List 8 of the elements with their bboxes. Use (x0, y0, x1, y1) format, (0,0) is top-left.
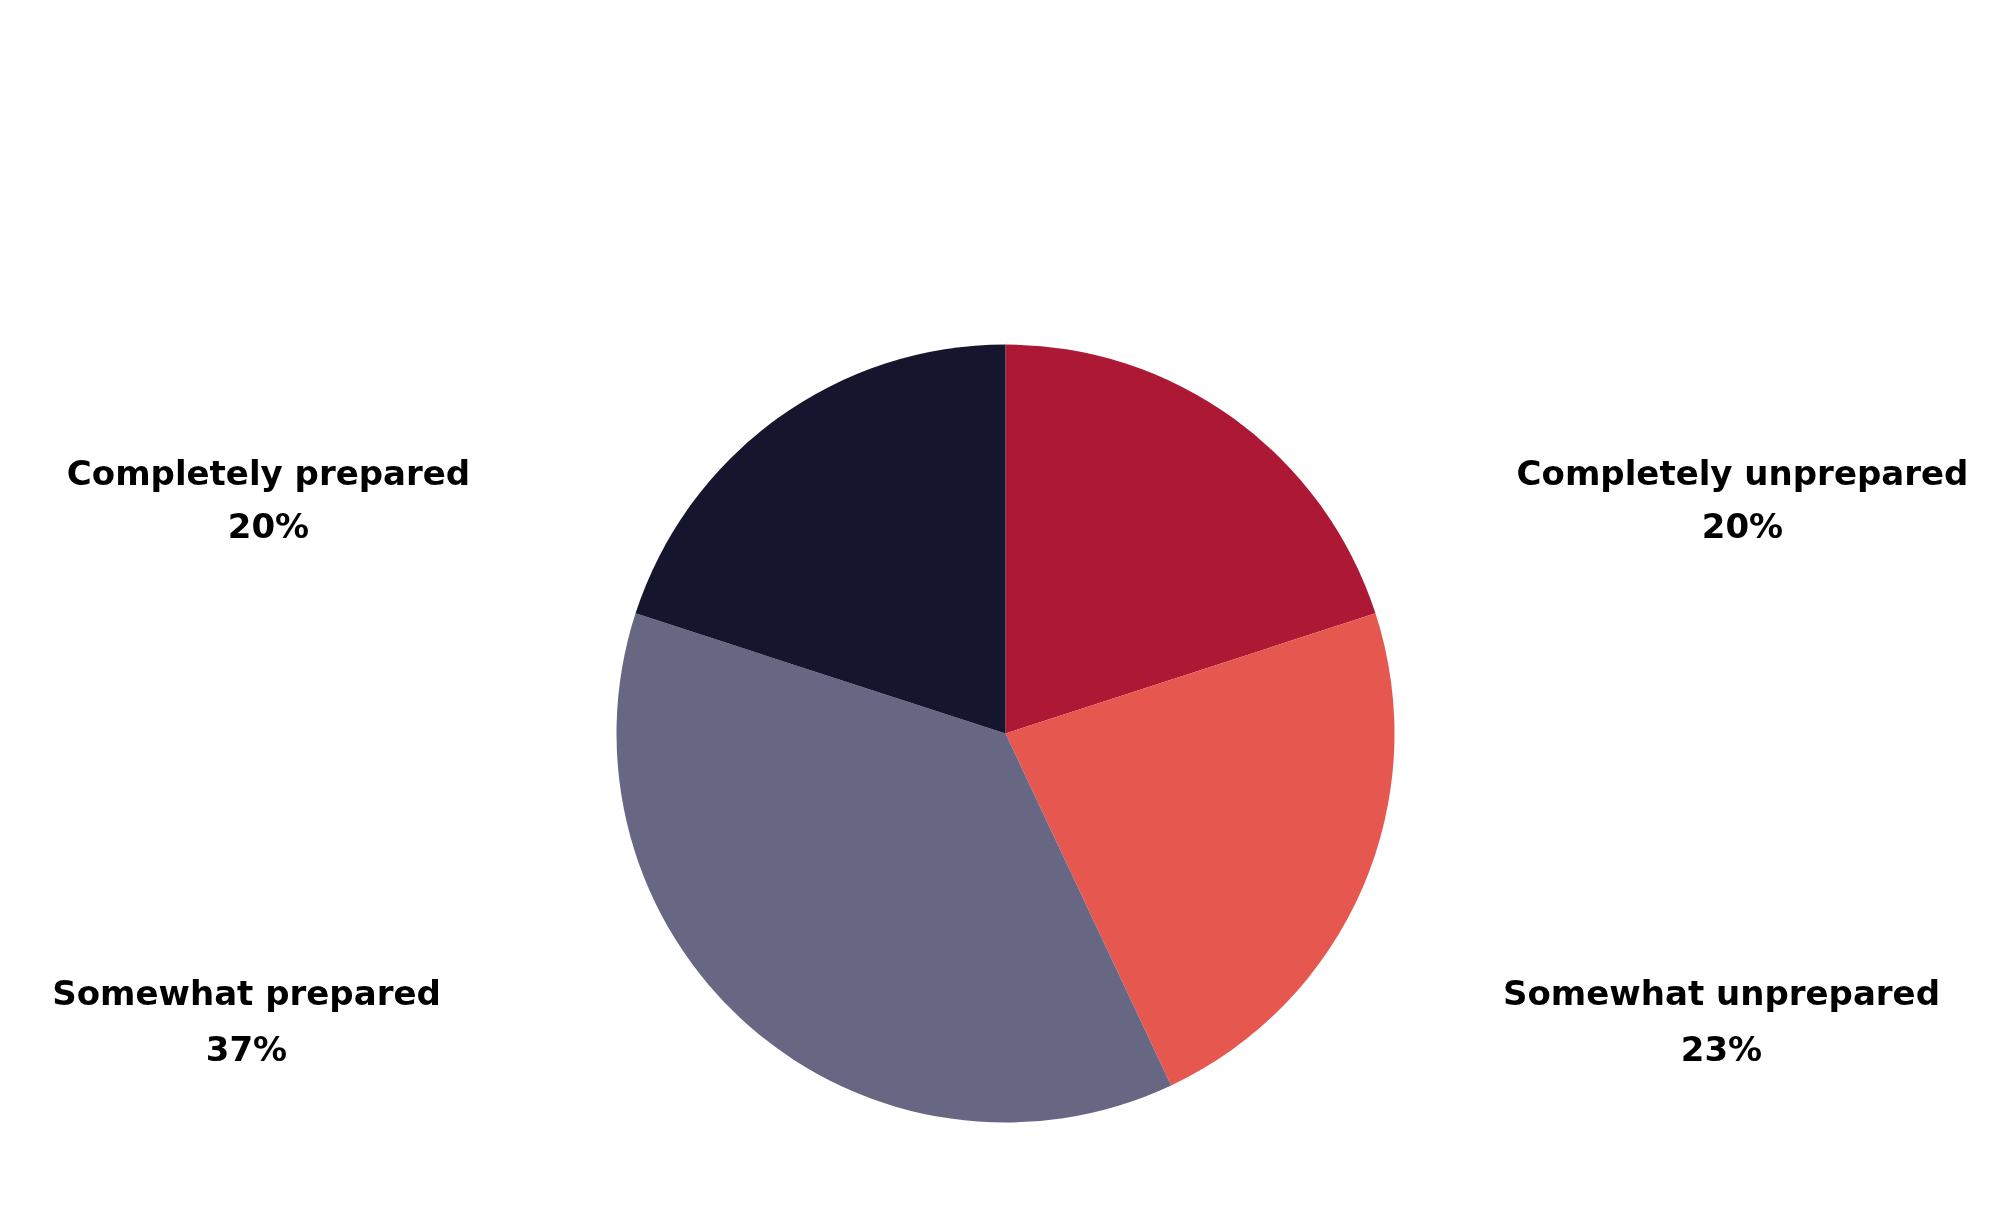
data-label: 37% (205, 1028, 288, 1069)
slice-label: Somewhat prepared (52, 972, 441, 1013)
slice-label: Somewhat unprepared (1503, 972, 1941, 1013)
slice-label: Completely unprepared (1516, 452, 1969, 493)
data-label: 20% (227, 505, 310, 546)
data-label: 23% (1680, 1028, 1763, 1069)
data-label: 20% (1701, 505, 1784, 546)
slice-label: Completely prepared (66, 452, 471, 493)
